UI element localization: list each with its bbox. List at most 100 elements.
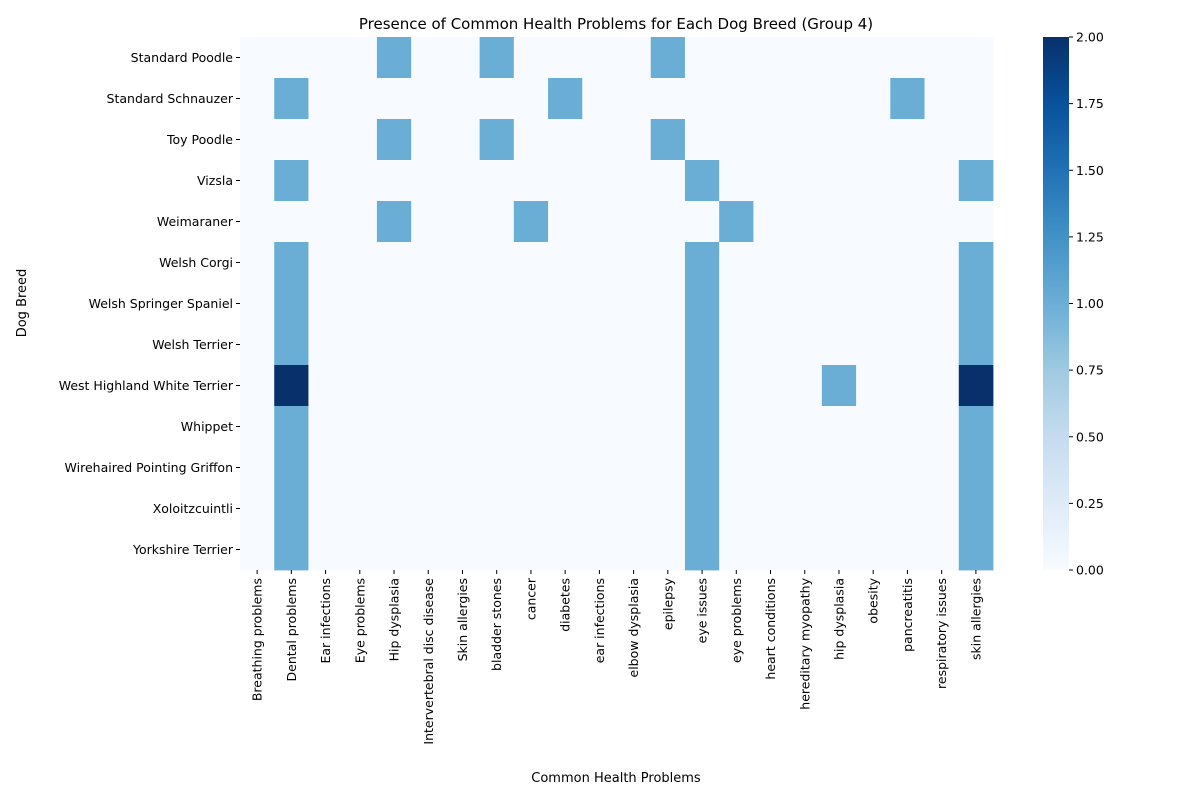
- heatmap-cell: [582, 365, 617, 407]
- heatmap-cell: [274, 201, 309, 243]
- colorbar-tick-label: 1.25: [1076, 229, 1104, 244]
- heatmap-cell: [719, 160, 754, 202]
- heatmap-cell: [821, 447, 857, 489]
- heatmap-cell: [753, 365, 789, 407]
- heatmap-cell: [240, 488, 275, 530]
- heatmap-cell: [445, 447, 480, 489]
- heatmap-cell: [856, 283, 891, 325]
- heatmap-cell: [856, 37, 891, 79]
- x-tick-label: epilepsy: [660, 577, 675, 630]
- y-axis-label: Dog Breed: [15, 269, 30, 338]
- heatmap-cell: [719, 37, 754, 79]
- heatmap-cell: [582, 78, 617, 120]
- heatmap-cell: [548, 529, 583, 571]
- heatmap-cell: [445, 283, 480, 325]
- heatmap-cell: [240, 78, 275, 120]
- heatmap-cell: [240, 365, 275, 407]
- heatmap-cell: [548, 283, 583, 325]
- heatmap-cell: [376, 324, 412, 366]
- heatmap-cell: [719, 283, 754, 325]
- heatmap-cell: [821, 406, 857, 448]
- heatmap-cell: [684, 488, 720, 530]
- heatmap-cell: [376, 160, 412, 202]
- y-tick-label: Toy Poodle: [166, 132, 233, 147]
- heatmap-cell: [856, 201, 891, 243]
- heatmap-cell: [924, 406, 960, 448]
- heatmap-cell: [479, 37, 515, 79]
- heatmap-cell: [719, 324, 754, 366]
- heatmap-cell: [616, 37, 652, 79]
- heatmap-cell: [684, 406, 720, 448]
- heatmap-cell: [411, 119, 446, 161]
- heatmap-cell: [342, 37, 378, 79]
- heatmap-cell: [411, 37, 446, 79]
- heatmap-cell: [753, 488, 789, 530]
- heatmap-cell: [650, 78, 686, 120]
- heatmap-cell: [513, 242, 549, 284]
- x-tick-label: ear infections: [592, 578, 607, 663]
- heatmap-cell: [924, 242, 960, 284]
- heatmap-cell: [890, 201, 925, 243]
- heatmap-cell: [821, 365, 857, 407]
- heatmap-cell: [513, 324, 549, 366]
- heatmap-cell: [342, 324, 378, 366]
- heatmap-cell: [445, 406, 480, 448]
- heatmap-cell: [274, 78, 309, 120]
- heatmap-cell: [958, 365, 994, 407]
- y-tick-label: Standard Poodle: [131, 50, 234, 65]
- heatmap-cell: [616, 365, 652, 407]
- heatmap-cell: [513, 201, 549, 243]
- heatmap-cell: [582, 447, 617, 489]
- heatmap-cell: [274, 365, 309, 407]
- heatmap-cell: [787, 160, 823, 202]
- heatmap-cell: [513, 365, 549, 407]
- x-tick-label: respiratory issues: [934, 578, 949, 689]
- heatmap-cell: [411, 283, 446, 325]
- y-tick-label: Wirehaired Pointing Griffon: [65, 460, 233, 475]
- x-tick-label: obesity: [866, 577, 881, 623]
- heatmap-cell: [411, 242, 446, 284]
- heatmap-cell: [308, 365, 344, 407]
- heatmap-cell: [308, 406, 344, 448]
- heatmap-cell: [445, 201, 480, 243]
- heatmap-cell: [445, 242, 480, 284]
- heatmap-cell: [445, 78, 480, 120]
- heatmap-cell: [890, 283, 925, 325]
- heatmap-cell: [924, 37, 960, 79]
- heatmap-cell: [548, 119, 583, 161]
- heatmap-cell: [445, 324, 480, 366]
- heatmap-cell: [650, 324, 686, 366]
- heatmap-cell: [479, 119, 515, 161]
- colorbar-tick-label: 1.50: [1076, 163, 1104, 178]
- heatmap-cell: [479, 324, 515, 366]
- heatmap-cell: [821, 242, 857, 284]
- heatmap-cell: [548, 488, 583, 530]
- heatmap-cell: [548, 78, 583, 120]
- heatmap-cell: [411, 78, 446, 120]
- heatmap-cell: [890, 488, 925, 530]
- x-tick-label: Skin allergies: [455, 578, 470, 661]
- heatmap-cell: [411, 365, 446, 407]
- y-tick-label: Standard Schnauzer: [107, 91, 234, 106]
- heatmap-cell: [240, 119, 275, 161]
- heatmap-cell: [479, 529, 515, 571]
- heatmap-cell: [684, 365, 720, 407]
- heatmap-cell: [684, 529, 720, 571]
- heatmap-cell: [479, 201, 515, 243]
- heatmap-cell: [650, 119, 686, 161]
- heatmap-cell: [513, 488, 549, 530]
- x-axis-label: Common Health Problems: [531, 771, 701, 786]
- heatmap-cell: [445, 37, 480, 79]
- x-tick-label: Intervertebral disc disease: [421, 578, 436, 745]
- heatmap-cell: [342, 406, 378, 448]
- heatmap-cell: [821, 78, 857, 120]
- heatmap-cell: [821, 283, 857, 325]
- heatmap-cell: [650, 529, 686, 571]
- heatmap-cell: [411, 529, 446, 571]
- heatmap-cell: [513, 529, 549, 571]
- heatmap-cell: [445, 488, 480, 530]
- heatmap-cell: [924, 160, 960, 202]
- heatmap-cell: [856, 160, 891, 202]
- heatmap-cell: [479, 488, 515, 530]
- heatmap-cell: [582, 37, 617, 79]
